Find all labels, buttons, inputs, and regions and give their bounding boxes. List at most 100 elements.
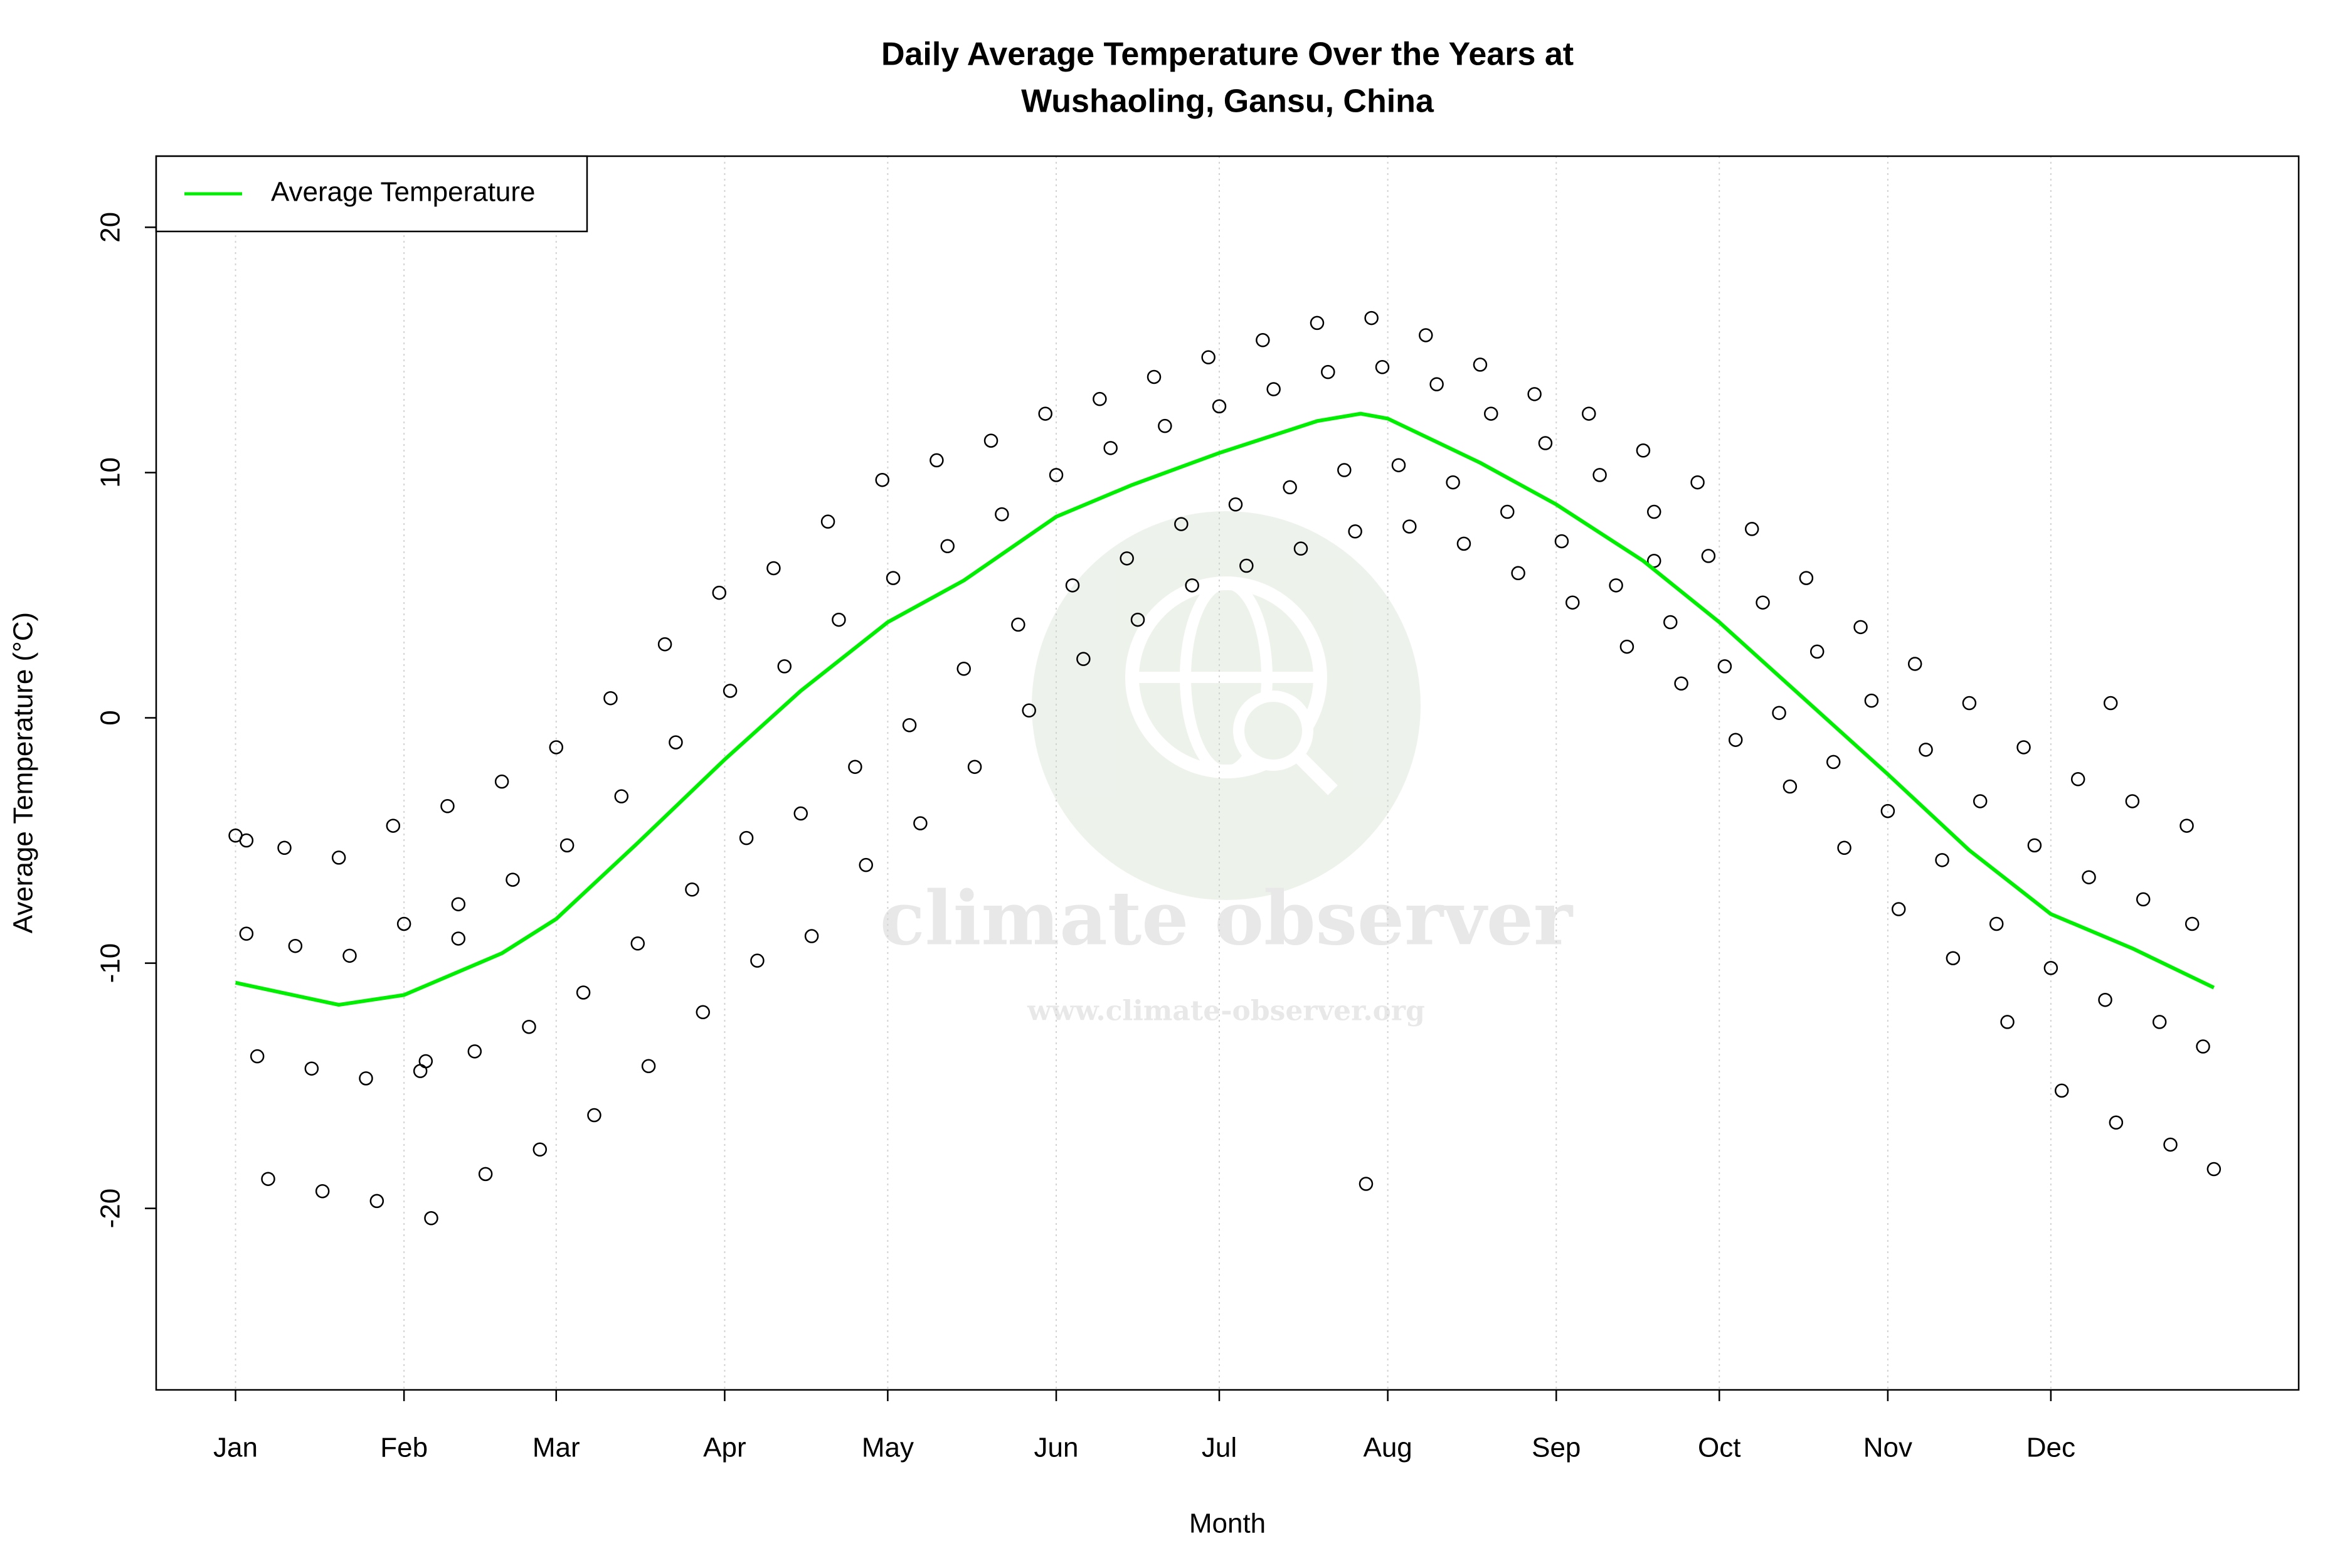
data-point [1359, 1177, 1374, 1191]
data-point [1907, 657, 1922, 671]
data-point [1337, 463, 1352, 477]
data-point [956, 662, 971, 676]
data-point [1962, 696, 1977, 711]
x-tick-label: Aug [1363, 1433, 1412, 1463]
data-point [750, 953, 765, 968]
data-point [1701, 549, 1716, 563]
data-point [1527, 387, 1542, 401]
data-point [2180, 818, 2194, 833]
data-point [467, 1044, 482, 1059]
data-point [1391, 458, 1406, 472]
data-point [532, 1142, 548, 1157]
data-point [506, 872, 520, 887]
data-point [641, 1059, 656, 1074]
watermark-circle [1032, 511, 1421, 900]
data-point [1429, 377, 1444, 391]
data-point [1348, 524, 1362, 539]
data-point [804, 929, 819, 943]
data-point [1174, 517, 1189, 531]
data-point [793, 806, 808, 821]
data-point [995, 507, 1009, 522]
data-point [1919, 743, 1933, 757]
y-tick-label: -10 [95, 943, 126, 983]
chart-title: Daily Average Temperature Over the Years… [881, 36, 1574, 73]
data-point [1799, 571, 1814, 585]
data-point [1864, 693, 1879, 708]
data-point [1756, 595, 1770, 610]
data-point [1989, 916, 2004, 931]
data-point [1130, 612, 1145, 627]
data-point [522, 1019, 536, 1034]
data-point [2082, 870, 2096, 884]
data-point [669, 735, 683, 750]
watermark-lens [1233, 691, 1313, 771]
data-point [614, 789, 629, 803]
data-point [304, 1061, 319, 1076]
chart-title: Wushaoling, Gansu, China [1021, 83, 1434, 120]
data-point [1973, 794, 1988, 808]
data-point [1456, 536, 1471, 551]
data-point [2196, 1039, 2210, 1054]
data-point [1065, 578, 1080, 593]
data-point [424, 1211, 438, 1226]
data-point [1592, 468, 1607, 482]
data-point [1038, 406, 1052, 421]
data-point [1809, 644, 1825, 659]
data-point [1093, 391, 1107, 406]
data-point [261, 1172, 275, 1186]
data-point [1120, 551, 1134, 566]
data-point [342, 948, 357, 963]
data-point [1201, 350, 1216, 364]
data-point [603, 691, 618, 706]
data-point [1293, 541, 1308, 556]
data-point [1500, 504, 1515, 519]
data-point [832, 612, 846, 627]
x-tick-label: May [862, 1433, 914, 1463]
data-point [478, 1167, 493, 1182]
data-point [2109, 1115, 2124, 1130]
data-point [2043, 961, 2058, 975]
data-point [1147, 369, 1162, 384]
data-point [250, 1049, 265, 1064]
data-point [396, 916, 411, 931]
data-point [685, 882, 699, 897]
data-point [1076, 652, 1091, 666]
data-point [1011, 617, 1025, 632]
data-point [820, 514, 835, 529]
data-point [1783, 779, 1798, 794]
x-tick-label: Mar [532, 1433, 580, 1463]
data-point [913, 816, 928, 830]
y-tick-label: 20 [95, 212, 126, 243]
data-point [2206, 1162, 2222, 1177]
data-point [1744, 522, 1759, 536]
data-point [657, 637, 672, 652]
data-point [1511, 566, 1525, 581]
y-tick-label: 0 [95, 710, 126, 725]
data-point [1946, 951, 1961, 965]
data-point [1728, 733, 1743, 747]
data-point [2103, 696, 2118, 711]
x-tick-label: Apr [703, 1433, 746, 1463]
data-point [1647, 553, 1661, 568]
data-point [288, 938, 303, 953]
data-point [1582, 406, 1596, 421]
data-point [1484, 406, 1498, 421]
data-point [1853, 620, 1868, 635]
data-point [2163, 1137, 2178, 1152]
data-point [2185, 916, 2200, 931]
data-point [1446, 475, 1460, 490]
y-tick-label: 10 [95, 457, 126, 488]
data-point [369, 1194, 384, 1209]
plot-frame [155, 155, 2300, 1391]
watermark: climate observer www.climate-observer.or… [880, 511, 1574, 1027]
data-point [1663, 615, 1678, 630]
watermark-text: climate observer [880, 875, 1574, 962]
data-point [1321, 364, 1335, 379]
data-point [1228, 497, 1243, 512]
data-point [1266, 382, 1281, 396]
data-point [739, 830, 754, 845]
legend-label: Average Temperature [271, 177, 536, 208]
data-point [559, 838, 575, 853]
data-point [386, 818, 401, 833]
data-point [2152, 1015, 2167, 1029]
